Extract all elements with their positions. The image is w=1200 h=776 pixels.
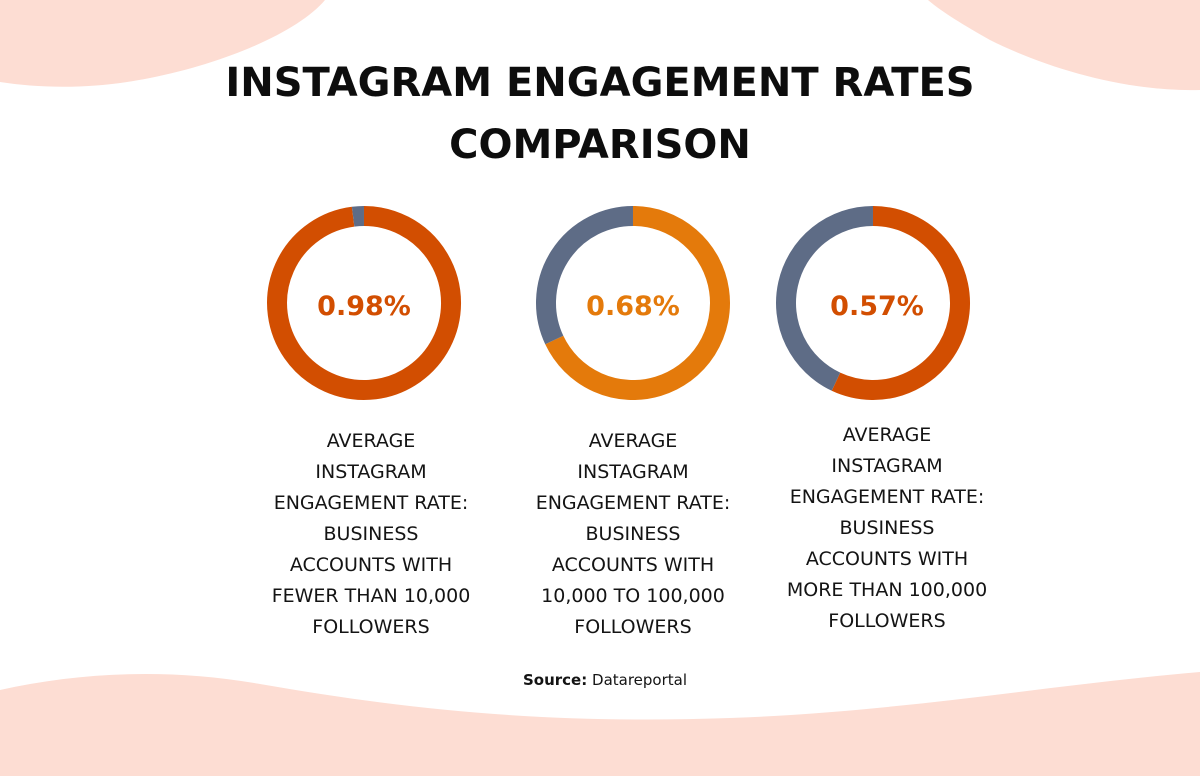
donut-chart-10k-to-100k xyxy=(536,206,730,400)
caption-line: ACCOUNTS WITH xyxy=(289,554,453,576)
caption-line: INSTAGRAM xyxy=(577,461,689,483)
donut-value-label-10k-to-100k: 0.68% xyxy=(586,291,680,322)
title-line-1: INSTAGRAM ENGAGEMENT RATES xyxy=(225,60,975,106)
donut-slice-engagement xyxy=(831,206,970,400)
caption-10k-to-100k: AVERAGE INSTAGRAM ENGAGEMENT RATE: BUSIN… xyxy=(518,426,748,643)
donut-slice-remainder xyxy=(776,206,874,391)
caption-line: FOLLOWERS xyxy=(828,610,946,632)
caption-line: FOLLOWERS xyxy=(312,616,430,638)
caption-line: ENGAGEMENT RATE: xyxy=(789,486,985,508)
source-label: Source: xyxy=(522,671,588,689)
caption-line: AVERAGE xyxy=(842,424,932,446)
caption-line: ENGAGEMENT RATE: xyxy=(535,492,731,514)
caption-line: MORE THAN 100,000 xyxy=(786,579,988,601)
donut-chart-more-than-100k xyxy=(776,206,970,400)
top-left-blob xyxy=(0,0,325,87)
caption-line: FOLLOWERS xyxy=(574,616,692,638)
source-text: Datareportal xyxy=(592,671,688,689)
caption-line: AVERAGE xyxy=(588,430,678,452)
page-title: INSTAGRAM ENGAGEMENT RATES COMPARISON xyxy=(0,52,1200,176)
bottom-wave xyxy=(0,672,1200,776)
caption-line: INSTAGRAM xyxy=(315,461,427,483)
caption-line: 10,000 TO 100,000 xyxy=(541,585,725,607)
caption-line: INSTAGRAM xyxy=(831,455,943,477)
donut-slice-engagement xyxy=(267,206,461,400)
donut-slice-engagement xyxy=(545,206,730,400)
caption-line: BUSINESS xyxy=(585,523,681,545)
caption-line: AVERAGE xyxy=(326,430,416,452)
donut-slice-remainder xyxy=(351,206,365,227)
caption-line: BUSINESS xyxy=(323,523,419,545)
caption-more-than-100k: AVERAGE INSTAGRAM ENGAGEMENT RATE: BUSIN… xyxy=(772,420,1002,637)
caption-fewer-than-10k: AVERAGE INSTAGRAM ENGAGEMENT RATE: BUSIN… xyxy=(256,426,486,643)
donut-slice-remainder xyxy=(536,206,634,345)
title-line-2: COMPARISON xyxy=(449,122,751,168)
caption-line: BUSINESS xyxy=(839,517,935,539)
donut-value-label-more-than-100k: 0.57% xyxy=(830,291,924,322)
donut-value-label-fewer-than-10k: 0.98% xyxy=(317,291,411,322)
top-right-blob xyxy=(928,0,1200,91)
caption-line: ACCOUNTS WITH xyxy=(551,554,715,576)
donut-chart-fewer-than-10k xyxy=(267,206,461,400)
source-note: Source: Datareportal xyxy=(0,670,1200,690)
caption-line: ACCOUNTS WITH xyxy=(805,548,969,570)
caption-line: ENGAGEMENT RATE: xyxy=(273,492,469,514)
caption-line: FEWER THAN 10,000 xyxy=(271,585,471,607)
